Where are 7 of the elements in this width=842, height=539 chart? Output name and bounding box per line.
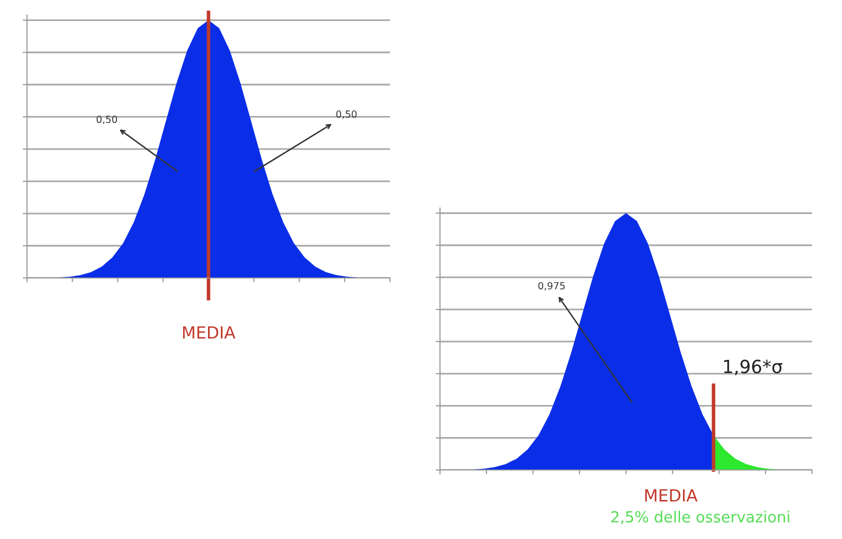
text: MEDIA (645, 489, 698, 502)
annotation: 0,50 (336, 110, 357, 119)
annotation: 0,50 (96, 116, 118, 124)
text: MEDIA (183, 326, 236, 338)
text: 2,5% delle osservazioni (611, 510, 790, 524)
annotation: 0,975 (538, 282, 565, 290)
annotation: 1,96*σ (724, 360, 782, 376)
